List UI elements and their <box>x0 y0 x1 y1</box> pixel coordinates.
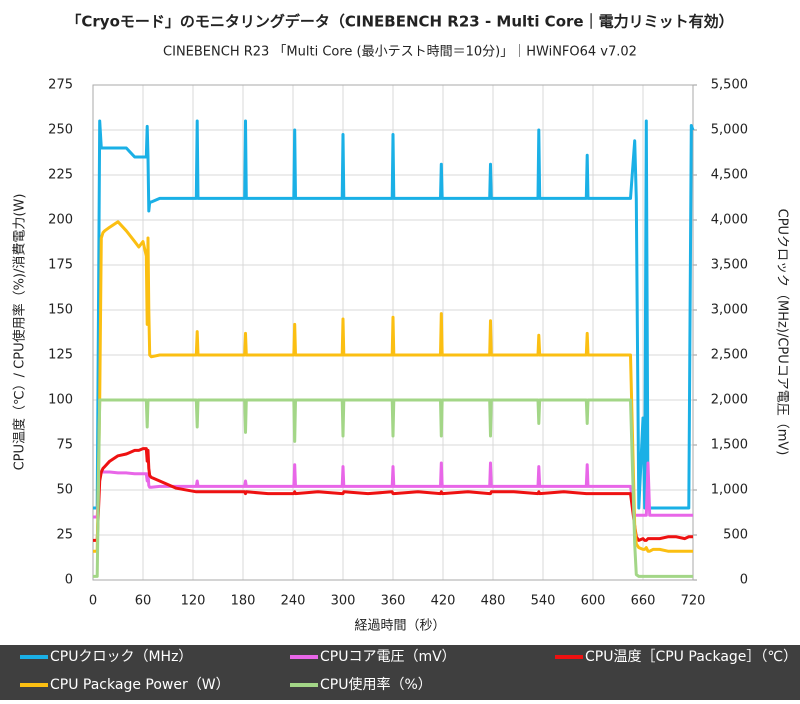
x-tick-label: 0 <box>89 594 97 609</box>
y-tick-label: 275 <box>48 78 73 93</box>
y-tick-label: 250 <box>48 123 73 138</box>
x-tick-label: 600 <box>581 594 606 609</box>
y2-tick-label: 500 <box>723 528 748 543</box>
y-tick-label: 75 <box>56 438 73 453</box>
x-tick-label: 240 <box>281 594 306 609</box>
legend: CPUクロック（MHz） CPUコア電圧（mV） CPU温度［CPU Package… <box>20 649 797 693</box>
legend-background <box>0 645 800 700</box>
y-tick-label: 200 <box>48 213 73 228</box>
y-axis-label: CPU温度（℃）/ CPU使用率（%)/消費電力(W) <box>12 194 28 471</box>
x-tick-label: 300 <box>331 594 356 609</box>
chart-subtitle: CINEBENCH R23 「Multi Core (最小テスト時間＝10分)」… <box>163 45 637 60</box>
legend-label: CPU温度［CPU Package］（℃） <box>585 649 797 665</box>
x-tick-label: 720 <box>681 594 706 609</box>
y-tick-label: 225 <box>48 168 73 183</box>
series-line <box>93 447 693 542</box>
y2-tick-label: 4,000 <box>711 213 748 228</box>
series-line <box>93 220 693 553</box>
y-tick-label: 100 <box>48 393 73 408</box>
y-tick-label: 25 <box>56 528 73 543</box>
y2-tick-label: 0 <box>740 573 748 588</box>
series-line <box>93 461 693 519</box>
chart-title: 「Cryoモード」のモニタリングデータ（CINEBENCH R23 - Mult… <box>66 13 733 31</box>
y2-tick-label: 3,500 <box>711 258 748 273</box>
x-tick-label: 480 <box>481 594 506 609</box>
x-tick-label: 360 <box>381 594 406 609</box>
plot-frame <box>92 84 694 581</box>
y-tick-label: 150 <box>48 303 73 318</box>
legend-label: CPU Package Power（W） <box>50 677 230 693</box>
y2-tick-label: 1,500 <box>711 438 748 453</box>
y2-tick-label: 3,000 <box>711 303 748 318</box>
legend-label: CPUコア電圧（mV） <box>320 649 456 665</box>
legend-label: CPU使用率（%） <box>320 676 432 693</box>
y2-tick-label: 4,500 <box>711 168 748 183</box>
y-tick-label: 125 <box>48 348 73 363</box>
y-tick-label: 175 <box>48 258 73 273</box>
x-tick-label: 120 <box>181 594 206 609</box>
series-line <box>93 119 695 510</box>
series-line <box>93 398 693 578</box>
y2-tick-label: 1,000 <box>711 483 748 498</box>
y2-tick-label: 5,000 <box>711 123 748 138</box>
y2-tick-label: 5,500 <box>711 78 748 93</box>
x-tick-label: 180 <box>231 594 256 609</box>
y-tick-label: 0 <box>65 573 73 588</box>
x-axis-label: 経過時間（秒） <box>354 619 445 634</box>
y2-axis-label: CPUクロック（MHz)/CPUコア電圧（mV) <box>775 209 790 456</box>
y-tick-label: 50 <box>56 483 73 498</box>
x-tick-label: 660 <box>631 594 656 609</box>
x-tick-label: 420 <box>431 594 456 609</box>
y2-tick-label: 2,500 <box>711 348 748 363</box>
legend-label: CPUクロック（MHz） <box>50 649 192 665</box>
x-tick-label: 60 <box>135 594 152 609</box>
y2-tick-label: 2,000 <box>711 393 748 408</box>
x-tick-label: 540 <box>531 594 556 609</box>
